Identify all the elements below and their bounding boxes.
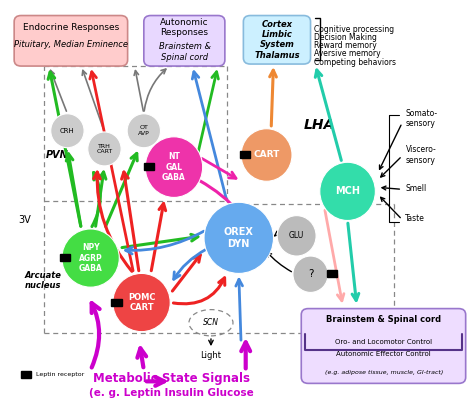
FancyBboxPatch shape <box>301 309 465 383</box>
Text: Autonomic Effector Control: Autonomic Effector Control <box>337 351 431 357</box>
FancyBboxPatch shape <box>21 371 31 378</box>
Ellipse shape <box>293 256 328 292</box>
Text: (e. g. Leptin Insulin Glucose: (e. g. Leptin Insulin Glucose <box>89 389 254 398</box>
Text: SCN: SCN <box>203 318 219 327</box>
Ellipse shape <box>62 229 119 287</box>
FancyBboxPatch shape <box>144 15 225 66</box>
Text: Decision Making: Decision Making <box>314 33 377 42</box>
Text: Cortex
Limbic
System
Thalamus: Cortex Limbic System Thalamus <box>255 20 300 60</box>
Text: Leptin receptor: Leptin receptor <box>36 372 84 377</box>
Ellipse shape <box>320 162 375 221</box>
Ellipse shape <box>51 114 84 148</box>
Text: Taste: Taste <box>405 214 425 223</box>
Text: NPY
AGRP
GABA: NPY AGRP GABA <box>79 243 102 273</box>
Text: CART: CART <box>254 151 280 160</box>
Ellipse shape <box>127 114 161 148</box>
Text: POMC
CART: POMC CART <box>128 293 155 312</box>
Text: LHA: LHA <box>303 118 335 132</box>
Text: Cognitive processing: Cognitive processing <box>314 25 394 34</box>
Text: GLU: GLU <box>289 231 304 241</box>
Text: NT
GAL
GABA: NT GAL GABA <box>162 152 186 182</box>
Ellipse shape <box>241 129 292 181</box>
Text: Aversive memory: Aversive memory <box>314 49 381 59</box>
Text: Oro- and Locomotor Control: Oro- and Locomotor Control <box>335 339 432 345</box>
FancyBboxPatch shape <box>111 299 122 306</box>
Text: Arcuate
nucleus: Arcuate nucleus <box>24 271 61 290</box>
Text: Endocrine Responses: Endocrine Responses <box>23 23 119 32</box>
Text: Smell: Smell <box>405 184 427 193</box>
FancyBboxPatch shape <box>243 15 310 64</box>
Text: OREX
DYN: OREX DYN <box>224 227 254 249</box>
Ellipse shape <box>277 216 316 256</box>
Ellipse shape <box>113 274 170 332</box>
Text: ?: ? <box>308 269 313 279</box>
Ellipse shape <box>145 137 203 197</box>
Text: Brainstem & Spinal cord: Brainstem & Spinal cord <box>326 315 441 324</box>
Text: TRH
CART: TRH CART <box>96 144 113 154</box>
Text: Pituitary, Median Eminence: Pituitary, Median Eminence <box>14 40 128 49</box>
Text: Metabolic State Signals: Metabolic State Signals <box>93 372 250 385</box>
FancyBboxPatch shape <box>144 163 154 170</box>
Text: Reward memory: Reward memory <box>314 42 377 50</box>
Ellipse shape <box>204 202 273 274</box>
Text: Brainstem &
Spinal cord: Brainstem & Spinal cord <box>159 42 210 61</box>
Ellipse shape <box>88 132 121 166</box>
Text: CRH: CRH <box>60 128 75 134</box>
FancyBboxPatch shape <box>327 270 337 277</box>
Text: (e.g. adipose tissue, muscle, GI-tract): (e.g. adipose tissue, muscle, GI-tract) <box>325 370 443 374</box>
Text: 3V: 3V <box>18 214 31 225</box>
Text: Competing behaviors: Competing behaviors <box>314 57 396 66</box>
Text: Autonomic
Responses: Autonomic Responses <box>160 18 209 37</box>
FancyBboxPatch shape <box>240 151 250 158</box>
Text: MCH: MCH <box>335 186 360 196</box>
Text: Light: Light <box>201 351 221 360</box>
Text: Somato-
sensory: Somato- sensory <box>405 109 438 128</box>
Text: OT
AVP: OT AVP <box>138 125 150 136</box>
FancyBboxPatch shape <box>14 15 128 66</box>
Text: PVN: PVN <box>46 150 68 160</box>
Text: Viscero-
sensory: Viscero- sensory <box>405 145 436 165</box>
FancyBboxPatch shape <box>60 254 70 261</box>
